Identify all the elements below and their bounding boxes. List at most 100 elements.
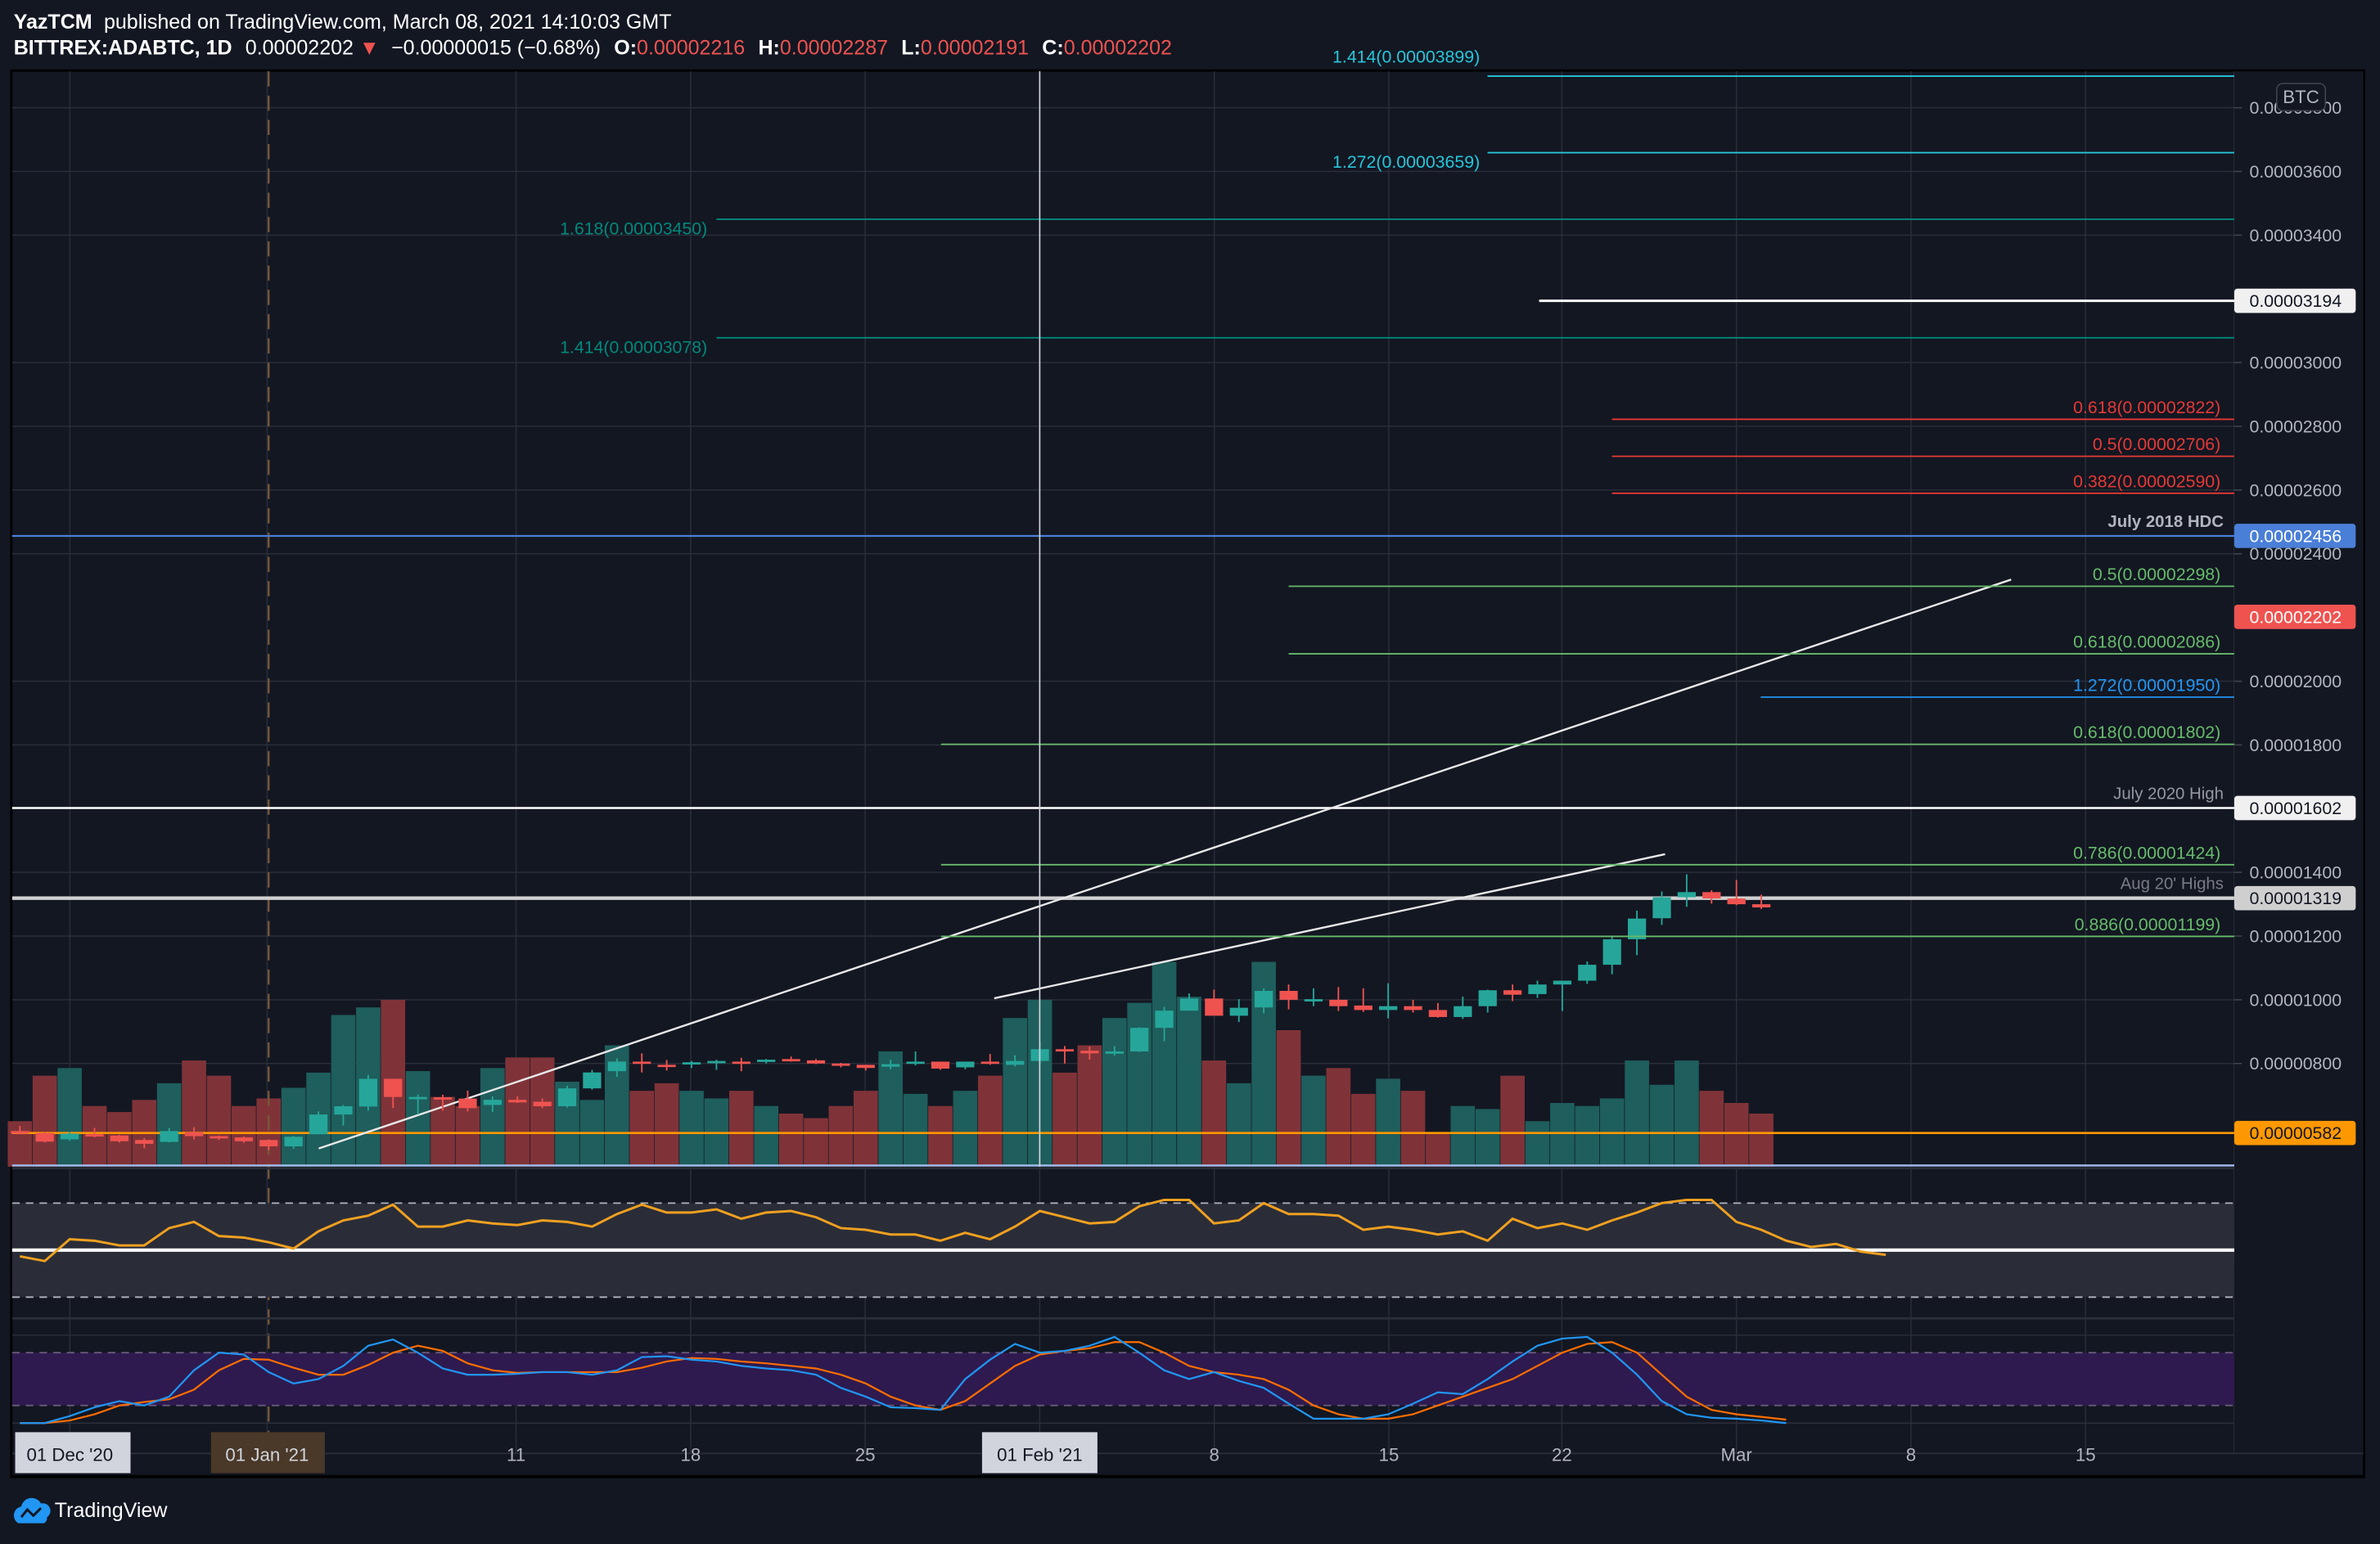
candle-bearish[interactable] — [1727, 898, 1746, 905]
price-badge[interactable] — [2234, 1120, 2356, 1146]
candle-bearish[interactable] — [1354, 1005, 1373, 1011]
candle-bullish[interactable] — [1255, 991, 1273, 1008]
candle-bearish[interactable] — [1428, 1010, 1448, 1017]
price-badge[interactable] — [2234, 605, 2356, 629]
candle-bearish[interactable] — [633, 1061, 651, 1065]
fib-level-label: 0.886(0.00001199) — [2075, 915, 2221, 934]
candle-bearish[interactable] — [135, 1140, 154, 1144]
candle-bearish[interactable] — [856, 1065, 875, 1069]
candle-bearish[interactable] — [657, 1065, 676, 1068]
candle-bearish[interactable] — [1279, 991, 1298, 1000]
candle-bearish[interactable] — [1404, 1006, 1422, 1011]
time-axis-label[interactable]: 8 — [1906, 1445, 1916, 1465]
time-axis[interactable]: 01 Dec '20 01 Jan '21 11 18 25 01 Feb '21 8 15 2… — [11, 1432, 2364, 1478]
candle-bullish[interactable] — [1627, 918, 1647, 939]
candle-bearish[interactable] — [259, 1140, 278, 1147]
candlestick-series[interactable] — [11, 874, 1771, 1150]
candle-bearish[interactable] — [210, 1136, 228, 1139]
time-axis-label[interactable]: 22 — [1552, 1445, 1572, 1465]
candle-bullish[interactable] — [1454, 1006, 1472, 1017]
price-badge[interactable] — [2234, 795, 2356, 821]
candle-bullish[interactable] — [1304, 999, 1323, 1002]
candle-bearish[interactable] — [433, 1097, 453, 1100]
candle-bullish[interactable] — [682, 1062, 701, 1065]
candle-bearish[interactable] — [832, 1063, 850, 1066]
candle-bearish[interactable] — [11, 1131, 29, 1134]
stoch-rsi-pane[interactable]: 100.000.00 — [11, 1317, 2364, 1434]
candle-bearish[interactable] — [980, 1061, 999, 1065]
candle-bearish[interactable] — [1080, 1051, 1099, 1054]
candle-bullish[interactable] — [358, 1078, 377, 1107]
candle-bullish[interactable] — [757, 1060, 776, 1062]
candle-bearish[interactable] — [732, 1061, 751, 1065]
candle-bearish[interactable] — [782, 1059, 800, 1062]
candle-bearish[interactable] — [234, 1137, 253, 1141]
candle-bullish[interactable] — [1155, 1011, 1174, 1029]
candle-bearish[interactable] — [85, 1134, 104, 1137]
candle-bullish[interactable] — [1229, 1007, 1248, 1016]
candle-bearish[interactable] — [184, 1132, 204, 1137]
candle-bullish[interactable] — [408, 1096, 427, 1100]
time-axis-label[interactable]: Mar — [1720, 1445, 1752, 1465]
candle-bullish[interactable] — [1130, 1028, 1149, 1051]
candle-bullish[interactable] — [1677, 892, 1697, 898]
candle-bullish[interactable] — [284, 1137, 303, 1147]
candle-bullish[interactable] — [1006, 1060, 1025, 1065]
currency-badge[interactable]: BTC — [2276, 83, 2326, 112]
candle-bullish[interactable] — [583, 1072, 602, 1089]
candle-bullish[interactable] — [1378, 1006, 1398, 1011]
candle-bullish[interactable] — [707, 1060, 726, 1064]
time-axis-label[interactable]: 18 — [680, 1445, 701, 1465]
candle-bullish[interactable] — [1553, 980, 1572, 985]
candle-bearish[interactable] — [806, 1060, 826, 1064]
candle-bullish[interactable] — [1578, 965, 1597, 981]
candle-bullish[interactable] — [60, 1133, 79, 1140]
candle-bullish[interactable] — [483, 1100, 502, 1105]
candle-bearish[interactable] — [1205, 998, 1224, 1016]
time-axis-label[interactable]: 01 Feb '21 — [997, 1445, 1082, 1465]
candle-bullish[interactable] — [1478, 990, 1497, 1006]
candle-bearish[interactable] — [1329, 999, 1348, 1006]
candle-bullish[interactable] — [1105, 1051, 1124, 1054]
rsi-pane[interactable]: 80.0050.0040.0050.00 — [11, 1167, 2364, 1299]
candle-bearish[interactable] — [35, 1132, 54, 1142]
candle-bullish[interactable] — [607, 1061, 626, 1072]
price-badge[interactable] — [2234, 524, 2356, 548]
tradingview-cloud-icon — [13, 1497, 51, 1524]
candle-bullish[interactable] — [1179, 998, 1199, 1011]
time-axis-label[interactable]: 25 — [855, 1445, 876, 1465]
candle-bearish[interactable] — [384, 1078, 403, 1097]
time-axis-label[interactable]: 01 Dec '20 — [26, 1445, 113, 1465]
time-axis-label[interactable]: 8 — [1209, 1445, 1219, 1465]
price-badge[interactable] — [2234, 885, 2356, 911]
candle-bearish[interactable] — [508, 1100, 527, 1103]
candle-bullish[interactable] — [1528, 984, 1547, 994]
time-axis-label[interactable]: 01 Jan '21 — [225, 1445, 309, 1465]
candle-bullish[interactable] — [309, 1114, 328, 1135]
time-axis-label[interactable]: 15 — [2076, 1445, 2096, 1465]
candle-bullish[interactable] — [1652, 897, 1671, 919]
open-value: 0.00002216 — [637, 37, 745, 60]
candle-bearish[interactable] — [110, 1135, 129, 1141]
candle-bearish[interactable] — [1702, 892, 1721, 899]
candle-bearish[interactable] — [1503, 990, 1522, 995]
candle-bullish[interactable] — [557, 1088, 577, 1106]
candle-bearish[interactable] — [1055, 1049, 1075, 1052]
volume-bar — [232, 1105, 256, 1167]
candle-bullish[interactable] — [906, 1061, 925, 1065]
time-axis-label[interactable]: 11 — [507, 1445, 525, 1465]
candle-bearish[interactable] — [931, 1061, 950, 1069]
candle-bullish[interactable] — [334, 1105, 353, 1115]
price-axis[interactable]: 0.000038000.000036000.000034000.00003000… — [2234, 71, 2364, 1454]
candle-bullish[interactable] — [1602, 939, 1621, 966]
time-axis-label[interactable]: 15 — [1379, 1445, 1400, 1465]
price-badge[interactable] — [2234, 288, 2356, 313]
candle-bearish[interactable] — [533, 1101, 552, 1106]
candle-bearish[interactable] — [458, 1098, 477, 1109]
candle-bullish[interactable] — [956, 1061, 975, 1068]
candle-bullish[interactable] — [881, 1064, 900, 1067]
candle-bullish[interactable] — [160, 1131, 178, 1142]
last-price: 0.00002202 — [246, 37, 354, 60]
candle-bearish[interactable] — [1751, 904, 1771, 907]
